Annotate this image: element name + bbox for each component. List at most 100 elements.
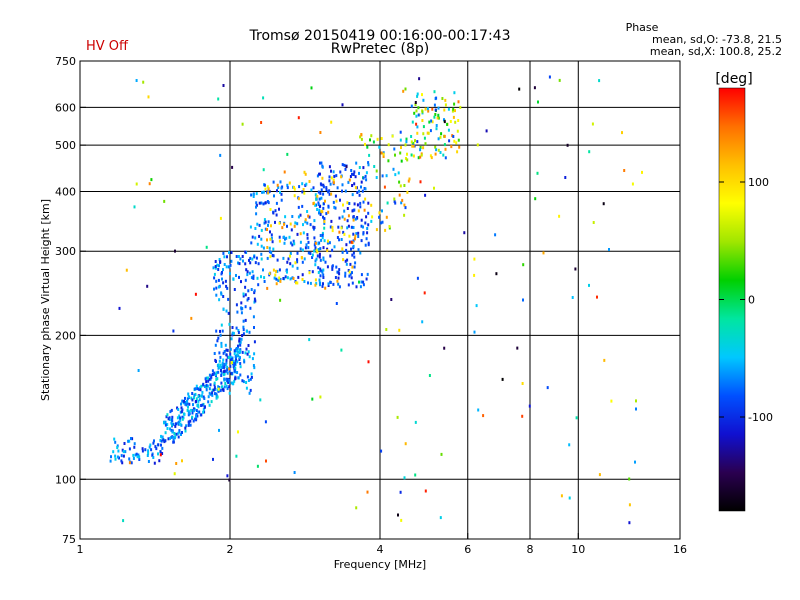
- data-point: [414, 420, 417, 424]
- data-point: [367, 241, 370, 245]
- data-point: [236, 349, 239, 353]
- data-point: [313, 243, 316, 247]
- data-point: [260, 228, 263, 232]
- data-point: [242, 325, 245, 329]
- data-point: [214, 373, 217, 377]
- data-point: [237, 255, 240, 258]
- data-point: [240, 307, 243, 311]
- data-point: [419, 155, 422, 159]
- data-point: [250, 241, 253, 245]
- data-point: [332, 178, 335, 182]
- data-point: [220, 341, 223, 345]
- x-tick-label: 8: [527, 543, 534, 556]
- data-point: [400, 201, 403, 205]
- data-point: [213, 272, 216, 276]
- data-point: [225, 309, 228, 313]
- data-point: [266, 256, 269, 260]
- data-point: [382, 155, 385, 158]
- data-point: [330, 169, 332, 173]
- data-point: [213, 383, 216, 387]
- data-point: [147, 95, 150, 99]
- data-point: [375, 169, 378, 173]
- data-point: [116, 455, 119, 459]
- data-point: [211, 388, 214, 392]
- data-point: [444, 98, 447, 102]
- colorbar-unit: [deg]: [715, 71, 752, 87]
- data-point: [399, 490, 402, 494]
- data-point: [348, 274, 351, 278]
- data-point: [214, 387, 217, 391]
- data-point: [113, 437, 116, 441]
- data-point: [187, 423, 190, 427]
- data-point: [180, 433, 182, 436]
- data-point: [217, 285, 220, 289]
- data-point: [371, 215, 374, 219]
- data-point: [262, 190, 265, 194]
- data-point: [330, 219, 333, 223]
- data-point: [301, 190, 304, 194]
- data-point: [269, 237, 272, 241]
- data-point: [286, 152, 289, 156]
- data-point: [260, 244, 263, 248]
- data-point: [628, 477, 631, 481]
- data-point: [346, 251, 349, 254]
- data-point: [344, 259, 347, 263]
- data-point: [116, 446, 119, 449]
- data-point: [319, 234, 322, 237]
- data-point: [454, 120, 457, 124]
- data-point: [322, 276, 325, 279]
- data-point: [173, 436, 176, 440]
- data-point: [419, 148, 422, 152]
- data-point: [421, 119, 424, 122]
- data-point: [153, 439, 155, 443]
- data-point: [258, 201, 261, 205]
- data-point: [264, 227, 267, 231]
- data-point: [275, 201, 278, 205]
- data-point: [269, 208, 272, 211]
- data-point: [213, 287, 215, 291]
- data-point: [128, 447, 131, 451]
- data-point: [210, 375, 213, 379]
- data-point: [201, 403, 204, 407]
- phase-label: Phase: [626, 21, 659, 34]
- data-point: [170, 408, 173, 412]
- data-point: [303, 280, 306, 283]
- data-point: [406, 152, 408, 156]
- data-point: [169, 436, 171, 440]
- data-point: [415, 122, 418, 126]
- data-point: [219, 216, 222, 220]
- data-point: [293, 187, 296, 191]
- data-point: [297, 116, 300, 120]
- data-point: [456, 129, 459, 133]
- data-point: [275, 213, 278, 217]
- data-point: [187, 405, 189, 409]
- data-point: [308, 215, 311, 219]
- data-point: [415, 109, 418, 113]
- data-point: [301, 204, 304, 208]
- data-point: [394, 173, 397, 177]
- data-point: [533, 86, 536, 90]
- data-point: [350, 247, 352, 251]
- data-point: [187, 411, 190, 415]
- data-point: [253, 297, 256, 301]
- data-point: [250, 372, 253, 376]
- data-point: [307, 246, 310, 250]
- data-point: [174, 434, 177, 438]
- data-point: [248, 391, 251, 395]
- data-point: [334, 194, 337, 198]
- data-point: [350, 276, 353, 280]
- data-point: [495, 272, 498, 276]
- data-point: [205, 245, 208, 249]
- data-point: [209, 392, 212, 396]
- data-point: [307, 240, 310, 244]
- data-point: [244, 305, 247, 309]
- data-point: [122, 519, 125, 523]
- data-point: [241, 255, 244, 258]
- data-point: [522, 263, 525, 267]
- data-point: [225, 384, 228, 388]
- data-point: [196, 414, 199, 418]
- data-point: [266, 286, 269, 290]
- data-point: [375, 228, 378, 232]
- data-point: [368, 153, 371, 157]
